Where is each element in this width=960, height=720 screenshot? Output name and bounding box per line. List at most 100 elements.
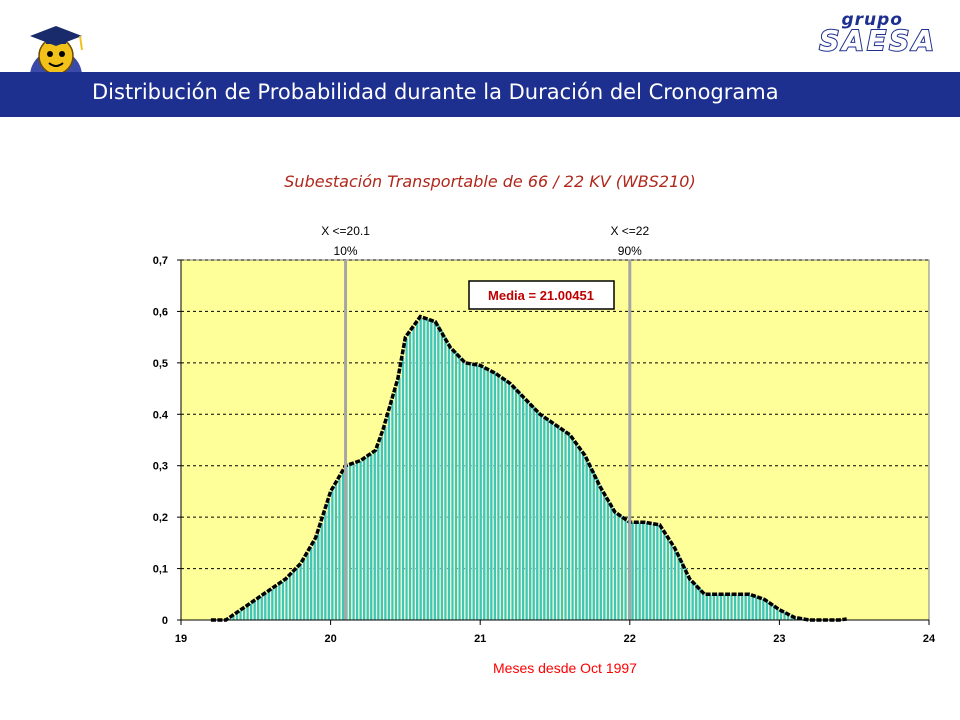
histogram-bar [401, 357, 405, 621]
cap-band [46, 38, 66, 44]
histogram-bar [369, 453, 373, 621]
histogram-bar [334, 484, 338, 621]
histogram-bar [514, 387, 518, 621]
y-tick-label: 0,3 [153, 461, 168, 473]
histogram-bar [652, 523, 656, 621]
brand-main-text: SAESA [818, 23, 937, 58]
histogram-bar [465, 362, 469, 621]
histogram-bar [493, 372, 497, 621]
histogram-bar [419, 317, 423, 621]
histogram-bar [655, 524, 659, 621]
mean-box: Media = 21.00451 [468, 280, 615, 310]
histogram-bar [249, 603, 253, 621]
histogram-bar [472, 363, 476, 621]
histogram-bar [479, 365, 483, 621]
histogram-bar [404, 338, 409, 621]
title-bar [0, 72, 960, 117]
histogram-bar [376, 446, 380, 621]
histogram-bar [306, 553, 310, 621]
histogram-bar [525, 398, 529, 621]
histogram-bar [567, 433, 571, 621]
histogram-bar [747, 594, 751, 621]
histogram-bar [687, 574, 691, 621]
y-tick-label: 0,2 [153, 512, 168, 524]
histogram-bar [426, 318, 430, 621]
histogram-bar [461, 359, 465, 621]
x-tick-label: 21 [474, 633, 486, 645]
histogram-bar [408, 332, 412, 621]
histogram-bar [708, 594, 712, 621]
histogram-bar [588, 463, 592, 621]
histogram-bar [539, 413, 543, 621]
histogram-bar [599, 485, 603, 621]
histogram-bar [740, 594, 744, 621]
histogram-bar [744, 594, 748, 621]
histogram-bar [510, 384, 515, 621]
x-axis-label: Meses desde Oct 1997 [493, 660, 637, 676]
histogram-bar [468, 363, 472, 621]
histogram-bar [457, 355, 462, 621]
page-title: Distribución de Probabilidad durante la … [92, 80, 779, 104]
histogram-bar [256, 598, 260, 621]
histogram-bar [260, 596, 264, 621]
histogram-bar [719, 594, 723, 621]
histogram-bar [521, 395, 525, 621]
histogram-bar [578, 446, 582, 621]
histogram-bar [751, 594, 755, 621]
histogram-bar [602, 491, 606, 621]
histogram-bar [380, 436, 384, 621]
histogram-bar [277, 583, 281, 621]
histogram-bar [397, 376, 402, 621]
histogram-bar [638, 522, 642, 621]
x-tick-label: 22 [624, 633, 636, 645]
y-tick-label: 0 [162, 615, 168, 627]
x-tick-label: 20 [324, 633, 336, 645]
histogram-bar [616, 513, 621, 621]
histogram-bar [542, 416, 546, 621]
histogram-bar [585, 456, 589, 621]
histogram-bar [613, 509, 617, 621]
percentile-label: X <=20.1 [321, 224, 370, 238]
histogram-bar [715, 594, 719, 621]
histogram-bar [440, 330, 444, 621]
histogram-bar [436, 324, 440, 621]
histogram-bar [291, 572, 296, 621]
histogram-bar [316, 533, 320, 621]
histogram-bar [563, 430, 568, 621]
histogram-bar [450, 348, 455, 621]
histogram-bar [528, 402, 532, 621]
chart-title: Subestación Transportable de 66 / 22 KV … [284, 172, 696, 191]
mascot-smile [48, 62, 64, 67]
histogram-bar [673, 546, 677, 621]
histogram-bar [623, 518, 628, 621]
histogram-bar [355, 462, 359, 621]
histogram-bar [284, 579, 289, 621]
histogram-bar [765, 599, 769, 621]
histogram-bar [691, 580, 695, 621]
mean-box-frame [468, 280, 615, 310]
histogram-bar [373, 451, 377, 621]
histogram-bar [337, 478, 342, 621]
histogram-bar [503, 379, 508, 621]
histogram-bar [518, 391, 522, 621]
histogram-bar [274, 586, 278, 621]
histogram-bar [556, 425, 561, 621]
graduation-cap-icon [30, 26, 82, 46]
x-tick-label: 23 [773, 633, 785, 645]
histogram-bar [281, 581, 285, 621]
histogram-bar [246, 605, 250, 621]
histogram-bar [507, 381, 511, 621]
percentile-label: X <=22 [610, 224, 649, 238]
histogram-bar [320, 522, 324, 621]
histogram-bar [609, 503, 613, 621]
histogram-bar [489, 370, 493, 621]
histogram-bar [359, 460, 363, 621]
histogram-bar [412, 327, 416, 621]
histogram-bar [729, 594, 734, 621]
histogram-bar [496, 374, 500, 621]
histogram-bar [482, 366, 486, 621]
histogram-bar [701, 591, 705, 621]
histogram-bar [475, 364, 479, 621]
y-tick-label: 0,7 [153, 255, 168, 267]
histogram-bar [726, 594, 730, 621]
